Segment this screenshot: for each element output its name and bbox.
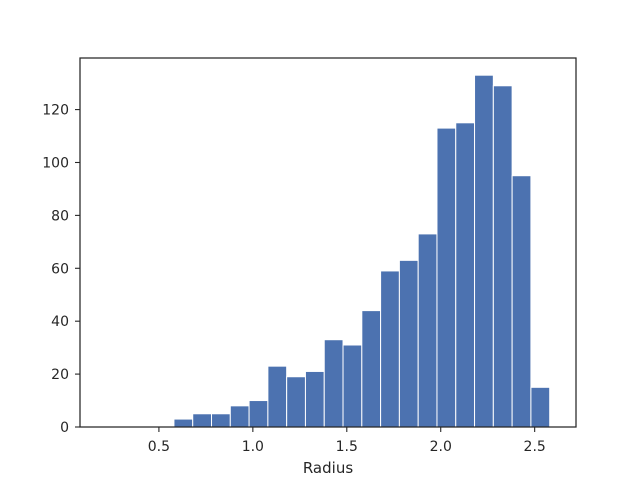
y-tick-label: 20 — [51, 367, 69, 383]
x-axis-ticks: 0.5 1.0 1.5 2.0 2.5 — [148, 427, 546, 455]
histogram-bar — [304, 370, 325, 428]
histogram-bar — [192, 413, 213, 428]
x-tick-label: 1.0 — [242, 439, 264, 455]
histogram-bar — [286, 376, 306, 428]
x-axis-label: Radius — [303, 459, 353, 477]
histogram-bar — [211, 413, 231, 428]
y-tick-label: 100 — [42, 155, 69, 171]
bars-group — [173, 74, 551, 428]
y-axis-ticks: 0 20 40 60 80 100 120 — [42, 103, 80, 436]
y-tick-label: 60 — [51, 261, 69, 277]
y-tick-label: 40 — [51, 314, 69, 330]
histogram-bar — [267, 365, 288, 428]
y-tick-label: 120 — [42, 103, 69, 119]
histogram-bar — [342, 344, 363, 428]
histogram-bar — [229, 405, 250, 428]
histogram-bar — [455, 122, 476, 428]
histogram-bar — [436, 127, 457, 428]
histogram-bar — [361, 310, 382, 428]
plot-area-frame — [79, 57, 577, 428]
histogram-bar — [248, 400, 269, 428]
histogram-bar — [380, 270, 400, 428]
histogram-bar — [530, 386, 551, 428]
histogram-bar — [398, 259, 419, 428]
x-tick-label: 2.5 — [524, 439, 546, 455]
x-tick-label: 1.5 — [336, 439, 358, 455]
histogram-bar — [173, 418, 194, 428]
x-tick-label: 2.0 — [430, 439, 452, 455]
histogram-bar — [417, 233, 438, 428]
histogram-bar — [474, 74, 494, 428]
histogram-bar — [492, 85, 513, 428]
histogram-bar — [511, 175, 532, 428]
y-tick-label: 80 — [51, 208, 69, 224]
y-tick-label: 0 — [60, 420, 69, 436]
histogram-bar — [323, 339, 344, 428]
x-tick-label: 0.5 — [148, 439, 170, 455]
